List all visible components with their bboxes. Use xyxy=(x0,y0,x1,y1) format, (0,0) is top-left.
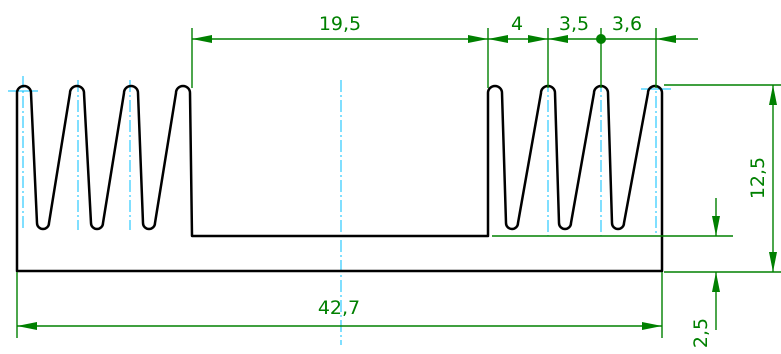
dimension-total-width xyxy=(16,272,663,338)
arrowhead xyxy=(17,322,37,330)
dimensions xyxy=(16,28,781,338)
arrowhead xyxy=(192,35,212,43)
arrowhead xyxy=(642,322,662,330)
arrowhead xyxy=(769,252,777,272)
dimension-label-fin-height: 12,5 xyxy=(747,157,769,199)
dimension-fin-pitches xyxy=(488,28,698,88)
dimension-label-total-width: 42,7 xyxy=(318,297,360,319)
dimension-label-fin-pitch-2: 3,5 xyxy=(559,13,589,35)
arrowhead xyxy=(528,35,548,43)
dimension-label-fin-pitch: 4 xyxy=(511,13,523,35)
dimension-fin-height xyxy=(664,84,781,273)
arrowhead xyxy=(548,35,568,43)
dimension-label-gap-width: 19,5 xyxy=(319,13,361,35)
dimension-label-base-thickness: 2,5 xyxy=(690,318,712,348)
dimension-dot xyxy=(596,34,606,44)
arrowhead xyxy=(488,35,508,43)
arrowhead xyxy=(656,35,676,43)
heatsink-profile xyxy=(15,84,664,273)
arrowhead xyxy=(468,35,488,43)
arrowhead xyxy=(769,85,777,105)
dimension-base-thickness xyxy=(492,198,733,330)
dimension-gap-width xyxy=(191,28,489,88)
arrowhead xyxy=(712,272,720,292)
dimension-labels: 19,5 4 3,5 3,6 42,7 12,5 2,5 xyxy=(318,13,769,348)
dimension-label-fin-pitch-3: 3,6 xyxy=(612,13,642,35)
arrowhead xyxy=(712,216,720,236)
center-lines xyxy=(8,76,671,345)
